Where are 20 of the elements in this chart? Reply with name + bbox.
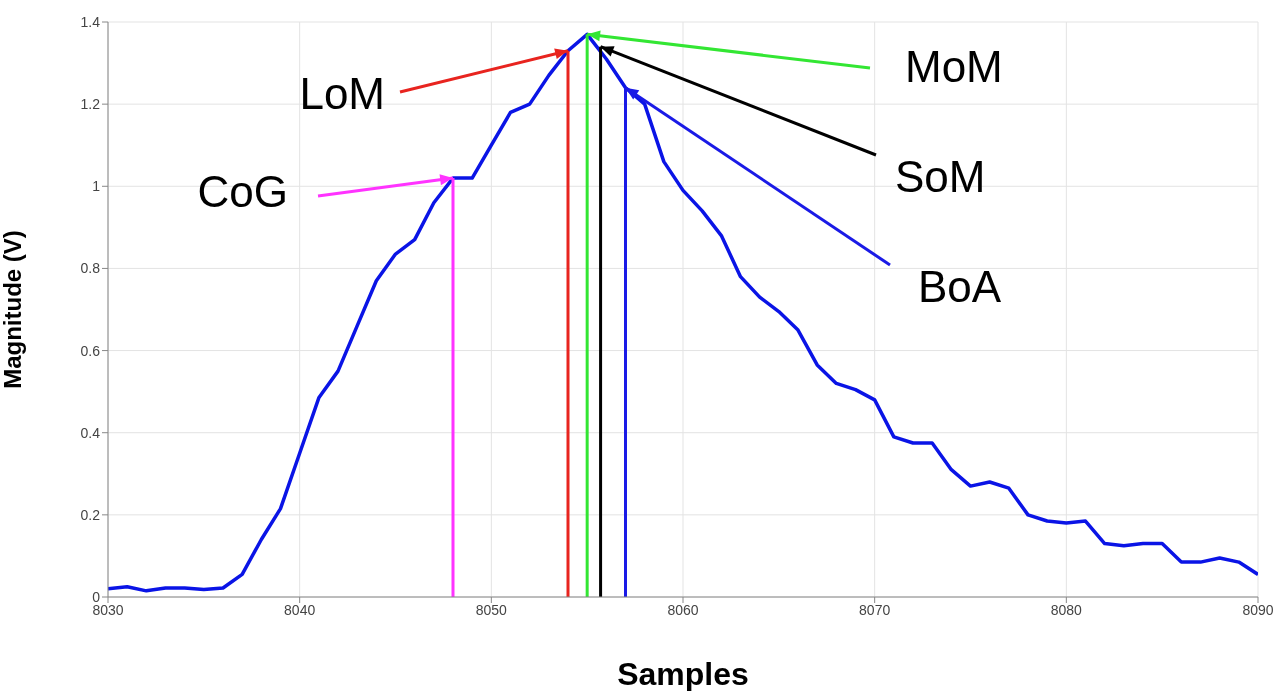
x-axis-title: Samples bbox=[617, 656, 749, 691]
y-tick-label: 1.2 bbox=[80, 96, 101, 113]
x-tick-label: 8070 bbox=[859, 601, 891, 618]
annotation: CoG bbox=[197, 166, 288, 216]
y-tick-label: 1.4 bbox=[80, 13, 101, 30]
x-tick-label: 8090 bbox=[1242, 601, 1274, 618]
y-tick-label: 0.2 bbox=[80, 506, 101, 523]
annotation: BoA bbox=[918, 261, 1002, 311]
y-axis-title: Magnitude (V) bbox=[0, 230, 26, 389]
y-tick-label: 0.6 bbox=[80, 342, 101, 359]
y-tick-label: 0.4 bbox=[80, 424, 101, 441]
annotation: LoM bbox=[299, 68, 385, 118]
y-tick-label: 1 bbox=[92, 178, 101, 195]
y-tick-label: 0.8 bbox=[80, 260, 101, 277]
annotation: MoM bbox=[905, 41, 1003, 91]
x-tick-label: 8080 bbox=[1050, 601, 1083, 618]
x-tick-label: 8040 bbox=[284, 601, 316, 618]
x-tick-label: 8050 bbox=[475, 601, 508, 618]
x-tick-label: 8060 bbox=[667, 601, 699, 618]
annotation: SoM bbox=[895, 151, 986, 201]
